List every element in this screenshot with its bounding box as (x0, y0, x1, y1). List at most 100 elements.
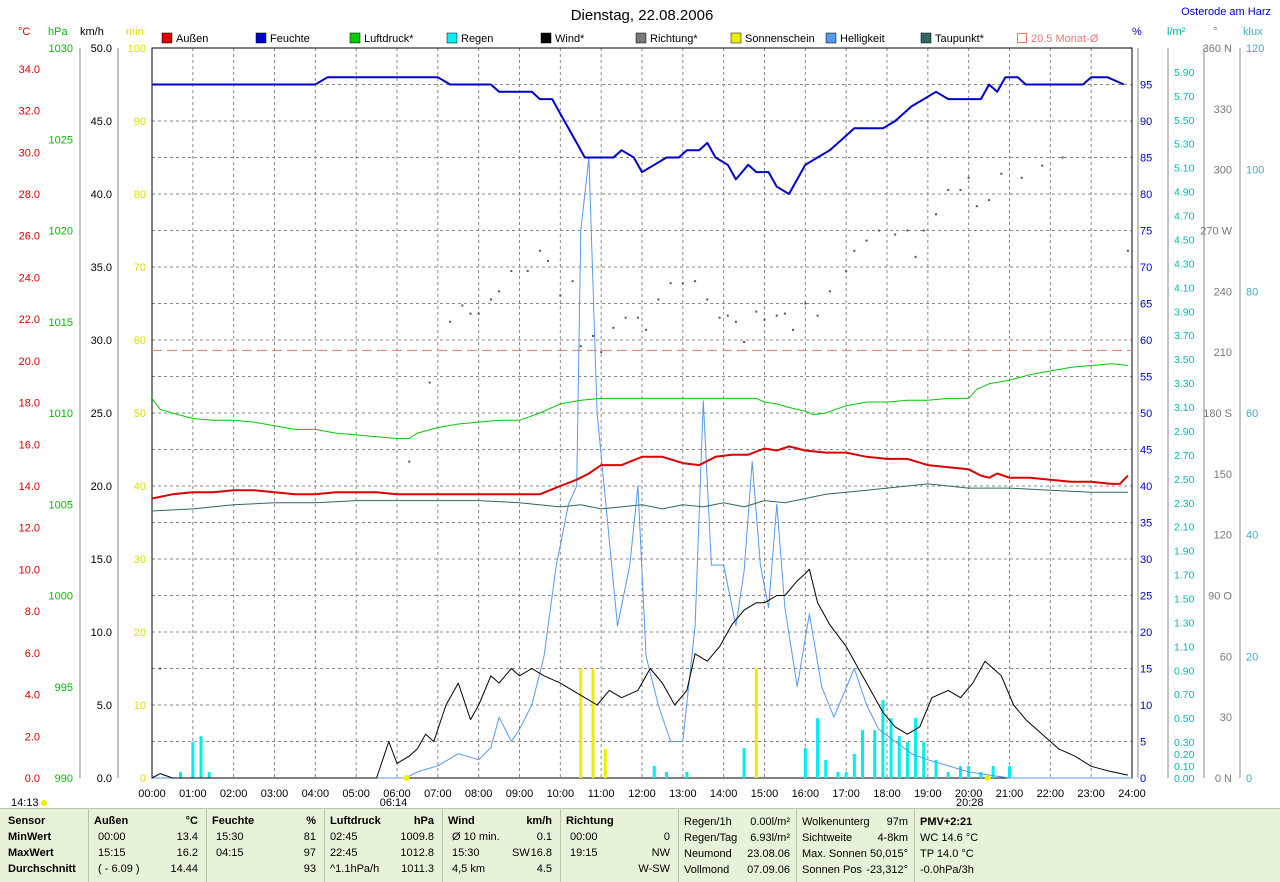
rain-axis-tick: 0.20 (1174, 749, 1195, 761)
footer-header: Außen (94, 815, 129, 827)
pressure-axis-tick: 990 (55, 773, 73, 785)
direction-dot (706, 298, 709, 301)
pressure-axis-tick: 1005 (49, 499, 73, 511)
footer-cell: 16.8 (530, 847, 552, 859)
footer-cell: Wolkenunterg (802, 816, 870, 828)
rain-axis-tick: 5.50 (1174, 115, 1195, 127)
sunshine-bar (603, 748, 607, 778)
footer-cell: Regen/Tag (684, 832, 738, 844)
rain-axis-tick: 1.30 (1174, 617, 1195, 629)
direction-dot (159, 667, 162, 670)
rain-bar (959, 766, 962, 778)
footer-row: -0.0hPa/3h (914, 864, 1280, 880)
direction-dot (538, 249, 541, 252)
footer-cell: Sichtweite (802, 832, 853, 844)
humidity-axis-tick: 15 (1140, 664, 1152, 676)
time-axis-tick: 15:00 (751, 788, 779, 800)
sunset-label: 20:28 (956, 797, 984, 808)
footer-cell: 15:30 (216, 831, 244, 843)
time-axis-tick: 17:00 (832, 788, 860, 800)
footer-cell: ( - 6.09 ) (98, 863, 140, 875)
sunshine-bar (579, 668, 583, 778)
temp-axis-tick: 0.0 (25, 773, 40, 785)
footer-cell: 14.44 (170, 863, 198, 875)
footer-row: Wind km/h (442, 815, 560, 831)
rain-bar (742, 748, 746, 778)
direction-dot (894, 233, 897, 236)
legend-item: Wind* (540, 32, 585, 45)
current-time-label: 14:13 (11, 797, 39, 808)
legend-swatch (920, 32, 932, 44)
pressure-axis-tick: 995 (55, 682, 73, 694)
rain-bar (922, 742, 926, 778)
footer-cell: 00:00 (98, 831, 126, 843)
wind-axis-tick: 50.0 (91, 43, 112, 55)
humidity-axis-tick: 80 (1140, 189, 1152, 201)
legend-item: Außen (161, 32, 208, 45)
legend-swatch (825, 32, 837, 44)
humidity-axis-tick: 10 (1140, 700, 1152, 712)
footer-cell: 22:45 (330, 847, 358, 859)
direction-dot (636, 316, 639, 319)
direction-dot (828, 290, 831, 293)
legend-label: Feuchte (270, 33, 310, 45)
footer-cell: WC 14.6 °C (920, 832, 979, 844)
time-axis-tick: 05:00 (342, 788, 370, 800)
rain-axis-tick: 1.10 (1174, 641, 1195, 653)
footer-cell: 0.1 (536, 831, 552, 843)
footer-row: 19:15 NW (560, 847, 678, 863)
temp-axis-tick: 2.0 (25, 731, 40, 743)
direction-dot (906, 229, 909, 232)
legend-swatch (540, 32, 552, 44)
rain-bar (897, 736, 901, 778)
temp-axis-tick: 6.0 (25, 648, 40, 660)
footer-row: 02:45 1009.8 (324, 831, 442, 847)
rain-axis-tick: 0.90 (1174, 665, 1195, 677)
direction-dot (935, 213, 937, 216)
footer-cell: 1012.8 (400, 847, 434, 859)
footer-row: 00:00 0 (560, 831, 678, 847)
time-axis-tick: 01:00 (179, 788, 207, 800)
rain-bar (665, 772, 668, 778)
legend-swatch (635, 32, 647, 44)
legend-item: Taupunkt* (920, 32, 985, 45)
rain-axis-tick: 3.90 (1174, 306, 1195, 318)
rain-bar (914, 718, 918, 778)
lux-axis-tick: 120 (1246, 43, 1264, 55)
footer-row: Luftdruck hPa (324, 815, 442, 831)
legend-swatch (446, 32, 458, 44)
temp-axis-tick: 12.0 (19, 523, 40, 535)
footer-row: Max. Sonnen 50,015° (796, 848, 914, 864)
rain-bar (861, 730, 864, 778)
rain-bar (991, 766, 995, 778)
footer-row: 15:30 81 (206, 831, 324, 847)
footer-row: W-SW (560, 863, 678, 879)
footer-row: Richtung (560, 815, 678, 831)
time-axis-tick: 14:00 (710, 788, 738, 800)
direction-dot (645, 328, 648, 331)
pressure-axis-tick: 1025 (49, 134, 73, 146)
footer-cell: SW (512, 847, 530, 859)
footer-cell: 16.2 (176, 847, 198, 859)
legend-label: Helligkeit (840, 33, 885, 45)
temp-axis-tick: 34.0 (19, 64, 40, 76)
sunshine-bar (754, 668, 758, 778)
direction-dot (975, 205, 978, 208)
time-axis-tick: 09:00 (506, 788, 534, 800)
footer-row-label: MinWert (8, 831, 52, 843)
sunshine-axis-tick: 100 (128, 43, 146, 55)
time-axis-tick: 16:00 (792, 788, 820, 800)
direction-dot (449, 320, 452, 323)
pressure-axis-tick: 1020 (49, 226, 73, 238)
legend-swatch (161, 32, 173, 44)
rain-axis-tick: 1.50 (1174, 593, 1195, 605)
rain-bar (207, 772, 211, 778)
footer-cell: W-SW (638, 863, 670, 875)
footer-cell: 50,015° (869, 848, 908, 860)
direction-dot (947, 188, 950, 191)
sunshine-bars (579, 668, 758, 778)
rain-bar (803, 748, 807, 778)
direction-dot (988, 199, 991, 202)
direction-axis-tick: 30 (1220, 712, 1232, 724)
direction-dot (914, 255, 917, 258)
